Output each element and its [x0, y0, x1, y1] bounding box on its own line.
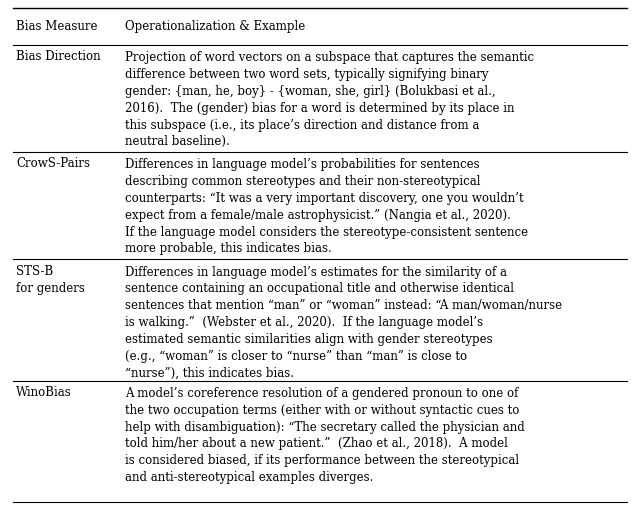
Text: Differences in language model’s probabilities for sentences
describing common st: Differences in language model’s probabil… — [125, 159, 528, 256]
Text: Operationalization & Example: Operationalization & Example — [125, 20, 305, 33]
Text: Differences in language model’s estimates for the similarity of a
sentence conta: Differences in language model’s estimate… — [125, 266, 562, 379]
Text: WinoBias: WinoBias — [16, 386, 72, 399]
Text: Bias Direction: Bias Direction — [16, 50, 100, 63]
Text: CrowS-Pairs: CrowS-Pairs — [16, 158, 90, 171]
Text: Projection of word vectors on a subspace that captures the semantic
difference b: Projection of word vectors on a subspace… — [125, 52, 534, 148]
Text: A model’s coreference resolution of a gendered pronoun to one of
the two occupat: A model’s coreference resolution of a ge… — [125, 387, 525, 484]
Text: STS-B
for genders: STS-B for genders — [16, 265, 85, 294]
Text: Bias Measure: Bias Measure — [16, 20, 97, 33]
